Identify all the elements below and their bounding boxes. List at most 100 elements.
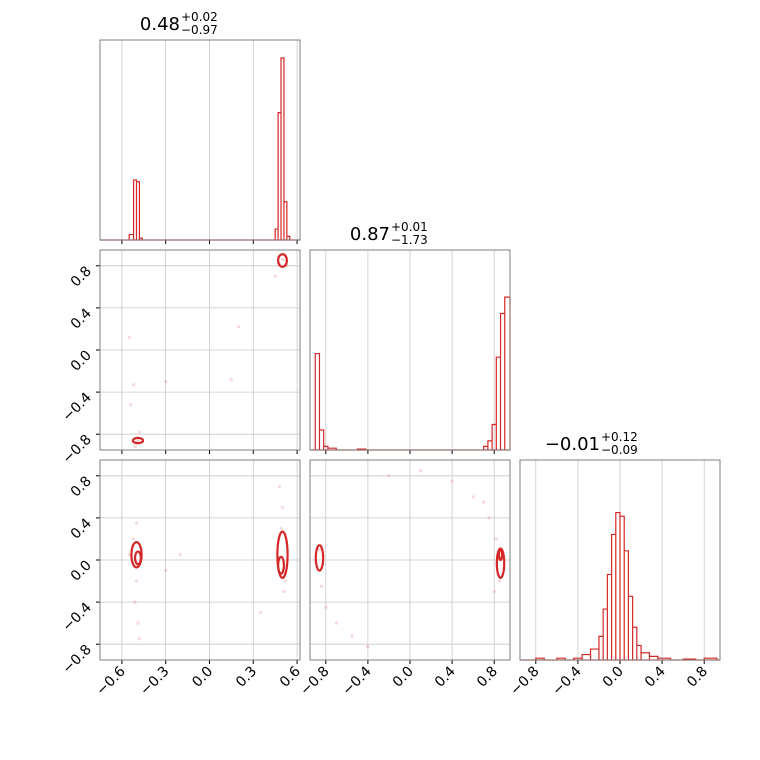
scatter-point-2-0-12 [277,484,282,488]
y-tick-label-1-4: 0.8 [68,263,95,290]
y-tick-label-1-2: 0.0 [68,348,95,375]
x-tick-label-2-2: 0.0 [600,664,627,691]
title-plus-1: +0.01 [391,220,428,234]
scatter-point-2-0-0 [134,521,139,525]
panel-frame-0-0 [99,39,301,241]
x-tick-label-1-1: −0.4 [339,663,374,698]
scatter-point-2-0-2 [136,621,140,625]
title-minus-0: −0.97 [181,23,218,37]
x-tick-label-1-0: −0.8 [297,664,332,699]
scatter-point-2-1-12 [497,579,502,583]
y-tick-label-2-3: 0.4 [68,515,95,542]
y-tick-label-1-0: −0.8 [59,432,94,467]
scatter-point-2-1-10 [487,516,491,520]
scatter-point-1-0-3 [131,383,136,387]
title-2: −0.01 +0.12−0.09 [545,430,638,457]
scatter-point-2-0-9 [282,589,286,594]
panel-frame-2-0 [99,459,301,661]
scatter-point-2-0-10 [279,526,283,531]
scatter-point-1-0-7 [237,325,241,329]
title-plus-2: +0.12 [601,430,638,444]
scatter-point-2-0-4 [131,537,136,541]
contour-2-1-0 [314,544,325,572]
scatter-point-2-1-5 [366,644,370,648]
x-tick-label-1-3: 0.4 [432,663,459,690]
panel-2-2 [519,459,721,664]
panel-0-0 [99,39,301,244]
contour-2-0-3 [277,555,286,575]
scatter-point-1-0-9 [273,274,277,278]
scatter-point-1-0-5 [127,335,131,339]
y-tick-label-2-0: −0.8 [59,642,94,677]
scatter-point-1-0-14 [137,430,142,434]
y-tick-label-2-2: 0.0 [68,558,95,585]
x-tick-label-1-2: 0.0 [390,664,417,691]
scatter-point-1-0-8 [229,377,233,382]
panel-frame-2-1 [309,459,511,661]
scatter-point-2-0-1 [133,600,137,604]
scatter-point-1-0-12 [280,257,285,262]
x-tick-label-2-0: −0.8 [507,664,542,699]
hist-bars-2 [535,511,718,660]
y-tick-label-1-3: 0.4 [68,305,95,332]
scatter-point-2-1-3 [334,621,338,625]
contour-2-1-2 [497,548,504,562]
scatter-point-1-0-2 [133,445,137,449]
scatter-point-1-0-4 [129,403,133,407]
scatter-point-2-1-11 [494,537,498,541]
scatter-point-2-0-13 [258,611,263,615]
x-tick-label-0-3: 0.3 [233,664,260,691]
panel-frame-1-0 [99,249,301,451]
panel-1-1 [309,249,511,454]
title-median-2: −0.01 [545,434,600,455]
scatter-point-1-0-1 [136,438,140,443]
title-minus-1: −1.73 [391,233,428,247]
scatter-point-2-1-9 [471,495,475,499]
scatter-point-1-0-6 [164,379,168,384]
panel-frame-2-2 [519,459,721,661]
hist-bars-1 [314,296,511,450]
contour-1-0-1 [277,253,288,268]
scatter-point-2-1-0 [317,547,322,552]
contour-2-0-2 [276,530,289,579]
scatter-point-2-0-8 [280,505,285,509]
title-median-1: 0.87 [350,224,390,245]
x-tick-label-2-3: 0.4 [642,663,669,690]
title-minus-2: −0.09 [601,443,638,457]
scatter-point-2-0-11 [283,579,288,583]
x-tick-label-1-4: 0.8 [474,664,501,691]
panel-frame-1-1 [309,249,511,451]
x-tick-label-0-1: −0.3 [137,664,172,699]
scatter-point-2-0-14 [127,553,131,557]
y-tick-label-1-1: −0.4 [59,390,94,425]
title-1: 0.87 +0.01−1.73 [350,220,428,247]
hist-bars-0 [128,57,291,240]
scatter-point-2-1-1 [319,584,324,588]
scatter-point-2-0-3 [137,637,142,641]
contour-1-0-0 [131,436,145,445]
panel-2-0 [96,459,301,664]
scatter-point-2-1-7 [418,468,423,473]
scatter-point-2-1-8 [450,479,454,483]
title-plus-0: +0.02 [181,10,218,24]
y-tick-label-2-4: 0.8 [68,473,95,500]
title-median-0: 0.48 [140,14,180,35]
scatter-point-2-0-5 [134,579,139,583]
scatter-point-2-0-6 [164,568,168,573]
scatter-point-2-1-14 [482,500,486,504]
x-tick-label-2-4: 0.8 [684,664,711,691]
panel-2-1 [309,459,511,664]
scatter-point-2-1-6 [387,474,391,478]
contour-2-0-1 [133,550,142,566]
panel-1-0 [96,249,301,454]
scatter-point-2-1-4 [350,634,354,638]
scatter-point-2-1-2 [324,605,328,609]
title-0: 0.48 +0.02−0.97 [140,10,218,37]
x-tick-label-0-2: 0.0 [189,664,216,691]
scatter-point-2-1-13 [492,589,496,594]
scatter-point-2-0-7 [178,553,182,557]
y-tick-label-2-1: −0.4 [59,600,94,635]
x-tick-label-2-1: −0.4 [549,663,584,698]
x-tick-label-0-0: −0.6 [93,663,128,698]
